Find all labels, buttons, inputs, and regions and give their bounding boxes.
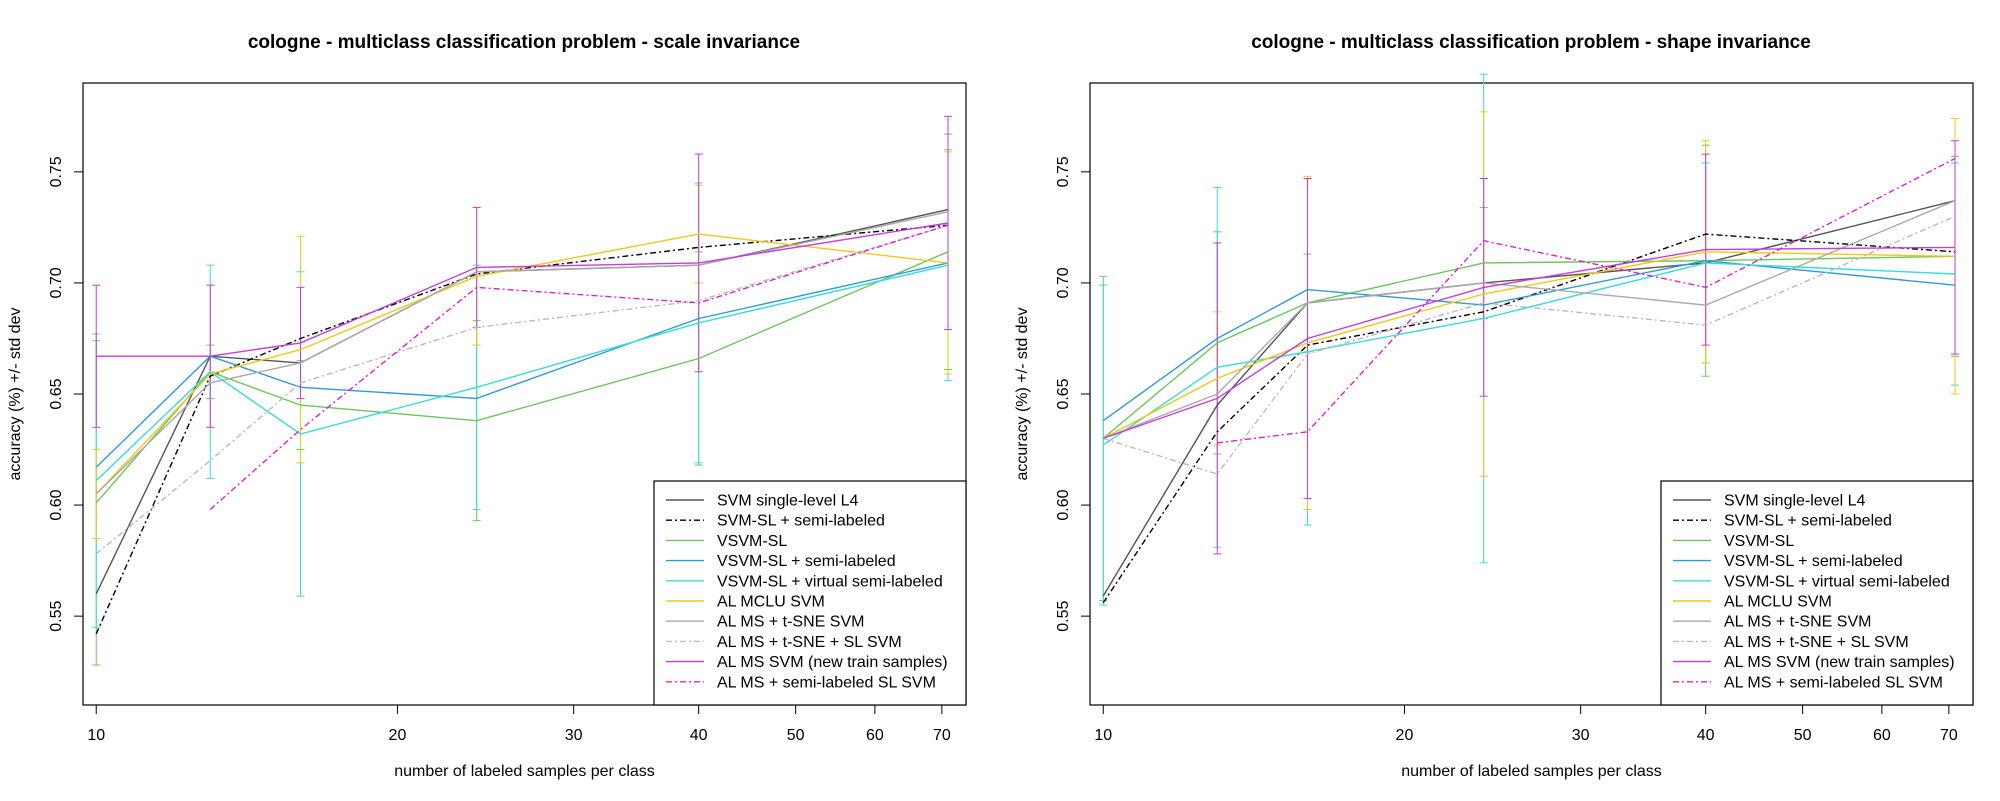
series-line-2 (95, 224, 949, 635)
legend-entry: AL MCLU SVM (717, 594, 825, 611)
series-line-4 (95, 262, 949, 468)
y-tick-label: 0.75 (1055, 156, 1072, 187)
series-line-6 (95, 233, 949, 495)
y-tick-label: 0.60 (48, 489, 65, 520)
x-tick-label: 20 (1396, 727, 1414, 744)
series-line-2 (1102, 233, 1956, 604)
legend-entry: VSVM-SL + virtual semi-labeled (717, 573, 943, 590)
y-axis-label: accuracy (%) +/- std dev (7, 308, 24, 481)
legend-entry: AL MS + t-SNE SVM (717, 614, 864, 631)
legend-entry: AL MS + t-SNE + SL SVM (717, 634, 902, 651)
x-tick-label: 20 (389, 727, 407, 744)
legend-entry: VSVM-SL + semi-labeled (717, 553, 896, 570)
y-tick-label: 0.65 (1055, 378, 1072, 409)
series-line-8 (95, 224, 949, 555)
x-tick-label: 10 (87, 727, 105, 744)
chart-title: cologne - multiclass classification prob… (1251, 32, 1811, 53)
legend-entry: VSVM-SL (717, 533, 787, 550)
legend-entry: VSVM-SL + virtual semi-labeled (1724, 573, 1950, 590)
x-tick-label: 60 (1873, 727, 1891, 744)
legend-entry: SVM-SL + semi-labeled (717, 513, 885, 530)
legend-entry: AL MS SVM (new train samples) (1724, 654, 1955, 671)
series-line-6 (1102, 251, 1956, 440)
x-tick-label: 10 (1094, 727, 1112, 744)
legend-entry: AL MS + semi-labeled SL SVM (1724, 674, 1943, 691)
y-tick-label: 0.60 (1055, 489, 1072, 520)
y-tick-label: 0.75 (48, 156, 65, 187)
series-line-5 (95, 264, 949, 482)
x-tick-label: 40 (690, 727, 708, 744)
series-line-7 (1102, 200, 1956, 440)
x-axis-label: number of labeled samples per class (1401, 763, 1662, 780)
legend-entry: AL MS + t-SNE + SL SVM (1724, 634, 1909, 651)
legend-entry: SVM-SL + semi-labeled (1724, 513, 1892, 530)
legend: SVM single-level L4 SVM-SL + semi-labeled… (653, 480, 967, 706)
y-tick-label: 0.70 (1055, 267, 1072, 298)
legend-entry: VSVM-SL + semi-labeled (1724, 553, 1903, 570)
series-line-10 (209, 224, 949, 511)
y-tick-label: 0.65 (48, 378, 65, 409)
y-tick-label: 0.70 (48, 267, 65, 298)
series-line-3 (1102, 255, 1956, 439)
x-tick-label: 30 (565, 727, 583, 744)
x-axis-label: number of labeled samples per class (394, 763, 655, 780)
series-line-10 (1217, 157, 1956, 444)
series-line-5 (1102, 262, 1956, 446)
series-line-3 (95, 251, 949, 504)
legend-entry: AL MS + t-SNE SVM (1724, 614, 1871, 631)
legend-entry: VSVM-SL (1724, 533, 1794, 550)
legend-entry: AL MS + semi-labeled SL SVM (717, 674, 936, 691)
chart-panel-1: cologne - multiclass classification prob… (7, 32, 967, 780)
series-line-9 (96, 222, 949, 357)
legend-box (653, 480, 967, 706)
x-tick-label: 50 (1794, 727, 1812, 744)
legend-entry: AL MCLU SVM (1724, 594, 1832, 611)
y-tick-label: 0.55 (1055, 600, 1072, 631)
series-line-7 (95, 211, 949, 495)
series-line-9 (1102, 246, 1956, 440)
legend-box (1660, 480, 1974, 706)
legend-entry: AL MS SVM (new train samples) (717, 654, 948, 671)
legend-entry: SVM single-level L4 (1724, 493, 1866, 510)
series-line-8 (1102, 215, 1956, 475)
chart-panel-2: cologne - multiclass classification prob… (1014, 32, 1974, 780)
x-tick-label: 30 (1572, 727, 1590, 744)
x-tick-label: 70 (1940, 727, 1958, 744)
legend: SVM single-level L4 SVM-SL + semi-labeled… (1660, 480, 1974, 706)
y-axis-label: accuracy (%) +/- std dev (1014, 308, 1031, 481)
x-tick-label: 40 (1697, 727, 1715, 744)
x-tick-label: 50 (787, 727, 805, 744)
y-tick-label: 0.55 (48, 600, 65, 631)
chart-title: cologne - multiclass classification prob… (248, 32, 800, 53)
legend-entry: SVM single-level L4 (717, 493, 859, 510)
x-tick-label: 70 (933, 727, 951, 744)
x-tick-label: 60 (866, 727, 884, 744)
